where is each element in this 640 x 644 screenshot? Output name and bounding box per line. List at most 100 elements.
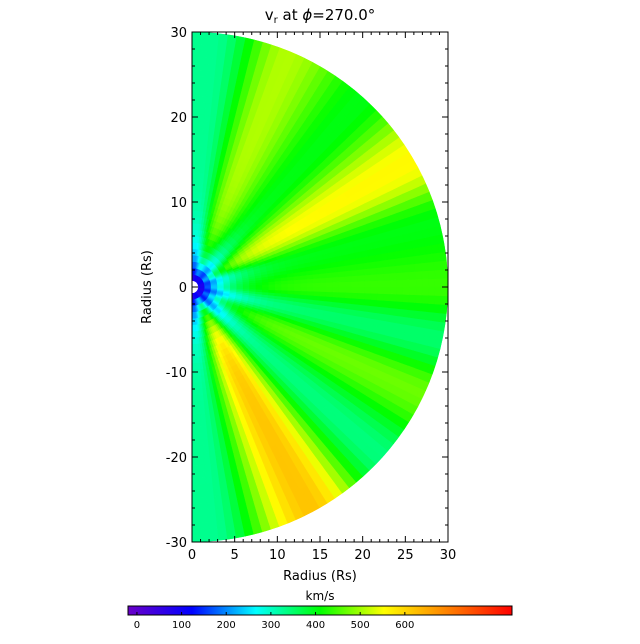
heatmap-cell xyxy=(307,291,314,295)
heatmap-cell xyxy=(436,234,444,244)
heatmap-cell xyxy=(192,172,196,178)
heatmap-cell xyxy=(198,121,204,128)
heatmap-cell xyxy=(346,281,352,287)
heatmap-cell xyxy=(192,185,196,191)
heatmap-cell xyxy=(371,281,378,287)
x-axis-label: Radius (Rs) xyxy=(283,569,357,584)
heatmap-cell xyxy=(376,306,383,313)
heatmap-cell xyxy=(192,102,198,108)
heatmap-cell xyxy=(416,287,423,295)
heatmap-cell xyxy=(198,109,204,116)
heatmap-cell xyxy=(441,296,448,305)
heatmap-area xyxy=(192,32,448,542)
heatmap-cell xyxy=(383,300,390,307)
heatmap-cell xyxy=(371,274,378,281)
heatmap-cell xyxy=(429,287,436,295)
heatmap-cell xyxy=(395,258,402,266)
heatmap-cell xyxy=(403,287,410,295)
heatmap-cell xyxy=(209,122,215,129)
y-tick-label: -20 xyxy=(166,451,187,466)
heatmap-cell xyxy=(436,330,444,340)
heatmap-cell xyxy=(288,287,294,291)
heatmap-cell xyxy=(213,78,221,85)
heatmap-cell xyxy=(390,287,397,294)
heatmap-cell xyxy=(192,166,196,172)
heatmap-cell xyxy=(396,272,403,280)
heatmap-cell xyxy=(205,90,212,97)
heatmap-cell xyxy=(369,261,376,268)
heatmap-cell xyxy=(199,478,206,485)
heatmap-cell xyxy=(213,489,221,496)
x-tick-label: 10 xyxy=(269,548,286,563)
heatmap-cell xyxy=(352,275,359,281)
heatmap-cell xyxy=(371,293,378,300)
heatmap-cell xyxy=(200,58,208,65)
heatmap-cell xyxy=(192,121,198,127)
heatmap-cell xyxy=(192,140,197,146)
heatmap-cell xyxy=(344,303,351,309)
heatmap-cell xyxy=(377,293,384,300)
heatmap-cell xyxy=(383,266,390,273)
heatmap-cell xyxy=(313,278,320,283)
heatmap-cell xyxy=(275,287,281,290)
heatmap-cell xyxy=(198,96,205,103)
heatmap-cell xyxy=(320,291,327,296)
heatmap-cell xyxy=(192,395,196,401)
heatmap-cell xyxy=(200,510,208,517)
heatmap-cell xyxy=(395,308,402,316)
heatmap-cell xyxy=(364,293,371,299)
heatmap-cell xyxy=(294,283,300,287)
heatmap-cell xyxy=(288,283,294,287)
heatmap-cell xyxy=(192,38,201,45)
heatmap-cell xyxy=(401,257,408,265)
heatmap-cell xyxy=(281,290,288,294)
heatmap-cell xyxy=(416,279,423,287)
heatmap-cell xyxy=(339,292,346,298)
heatmap-cell xyxy=(192,510,200,517)
heatmap-cell xyxy=(409,271,416,279)
heatmap-cell xyxy=(208,58,216,65)
heatmap-cell xyxy=(401,309,408,317)
y-tick-label: 0 xyxy=(179,281,187,296)
heatmap-cell xyxy=(396,265,403,273)
heatmap-cell xyxy=(377,287,384,294)
heatmap-cell xyxy=(192,96,199,102)
heatmap-cell xyxy=(199,89,206,96)
heatmap-cell xyxy=(332,292,339,297)
heatmap-cell xyxy=(192,83,199,89)
heatmap-cell xyxy=(208,515,217,522)
heatmap-cell xyxy=(440,304,447,313)
heatmap-cell xyxy=(409,287,416,295)
heatmap-cell xyxy=(415,263,422,271)
heatmap-cell xyxy=(197,128,203,135)
heatmap-cell xyxy=(339,282,345,287)
heatmap-cell xyxy=(209,39,218,46)
heatmap-cell xyxy=(197,421,202,428)
heatmap-cell xyxy=(256,287,262,289)
heatmap-cell xyxy=(205,471,212,478)
heatmap-cell xyxy=(199,491,207,498)
title-phi: ϕ xyxy=(302,6,312,24)
heatmap-cell xyxy=(390,280,397,287)
heatmap-cell xyxy=(382,259,389,267)
heatmap-cell xyxy=(212,476,220,483)
heatmap-cell xyxy=(357,269,364,275)
heatmap-cell xyxy=(211,97,218,104)
heatmap-cell xyxy=(207,135,213,142)
heatmap-cell xyxy=(350,304,357,310)
heatmap-cell xyxy=(396,301,403,309)
heatmap-cell xyxy=(314,287,320,291)
heatmap-cell xyxy=(192,529,201,536)
heatmap-cell xyxy=(377,267,384,274)
heatmap-cell xyxy=(203,128,209,135)
heatmap-cell xyxy=(200,51,208,58)
heatmap-cell xyxy=(320,282,326,287)
heatmap-cell xyxy=(314,283,320,287)
heatmap-cell xyxy=(396,294,403,302)
heatmap-cell xyxy=(192,109,198,115)
heatmap-cell xyxy=(199,83,206,90)
heatmap-cell xyxy=(275,290,282,293)
heatmap-cell xyxy=(364,275,371,281)
heatmap-cell xyxy=(192,408,196,414)
